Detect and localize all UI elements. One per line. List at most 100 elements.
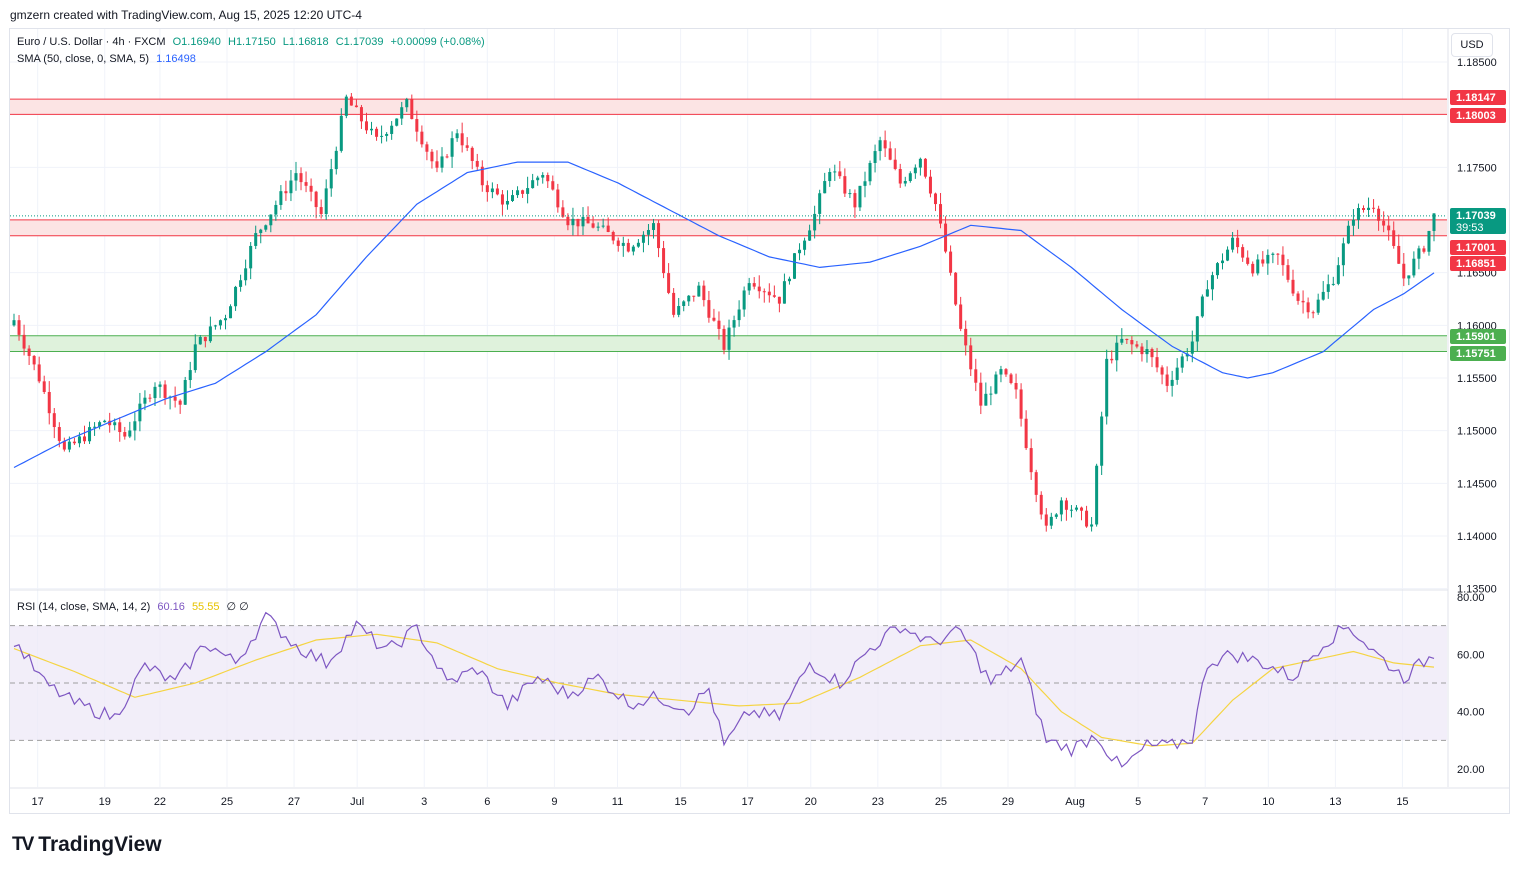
candle — [581, 207, 585, 236]
candle-body — [1266, 254, 1270, 264]
candle — [1034, 469, 1038, 503]
candle-body — [138, 403, 142, 422]
price-tick-label: 1.15000 — [1457, 426, 1497, 438]
candle — [616, 237, 620, 252]
candle-body — [289, 180, 293, 194]
candle-body — [1165, 374, 1169, 386]
candle — [923, 158, 927, 179]
candle-body — [1422, 248, 1426, 252]
candle — [843, 168, 847, 197]
candle — [1039, 491, 1043, 520]
candle-body — [1100, 416, 1104, 466]
candle — [1316, 293, 1320, 315]
candle-body — [561, 207, 565, 217]
candle — [1246, 250, 1250, 266]
price-tick-label: 1.15500 — [1457, 373, 1497, 385]
candle-body — [264, 225, 268, 230]
candle-body — [833, 171, 837, 173]
candle-body — [838, 171, 842, 177]
candle-body — [1377, 208, 1381, 221]
candle-body — [772, 295, 776, 297]
candle-body — [1029, 448, 1033, 473]
candle-body — [430, 151, 434, 162]
candle-body — [475, 160, 479, 167]
candle — [1175, 358, 1179, 385]
price-label-bg — [1450, 108, 1506, 123]
candle-body — [1402, 263, 1406, 279]
price-label-text: 1.17039 — [1456, 210, 1496, 222]
candle — [1105, 349, 1109, 425]
candle — [1054, 513, 1058, 519]
currency-button[interactable]: USD — [1451, 33, 1493, 57]
rsi-label[interactable]: RSI (14, close, SMA, 14, 2) — [17, 601, 151, 613]
rsi-legend: RSI (14, close, SMA, 14, 2) 60.16 55.55 … — [17, 600, 253, 613]
candle — [571, 207, 575, 236]
candle-body — [903, 180, 907, 184]
candle — [1256, 254, 1260, 276]
candle — [732, 315, 736, 337]
tradingview-logo[interactable]: TV TradingView — [12, 833, 162, 857]
candle-body — [480, 166, 484, 186]
candle — [596, 222, 600, 232]
candle-body — [1331, 283, 1335, 285]
rsi-ma-line — [13, 633, 1435, 747]
candle-body — [762, 291, 766, 293]
candle — [425, 141, 429, 161]
price-label-bg — [1450, 256, 1506, 271]
sma-label[interactable]: SMA (50, close, 0, SMA, 5) — [17, 53, 150, 65]
candle — [722, 325, 726, 355]
candle — [944, 216, 948, 254]
price-label-support: 1.15901 — [1450, 329, 1506, 344]
candle — [969, 337, 973, 376]
candle — [646, 223, 650, 246]
candle — [1331, 276, 1335, 286]
price-tick-label: 1.13500 — [1457, 584, 1497, 596]
candle-body — [1361, 208, 1366, 210]
candle — [203, 336, 207, 348]
price-label-text: 1.15751 — [1456, 348, 1496, 360]
candle — [1200, 294, 1204, 318]
candle — [1155, 347, 1159, 373]
candle — [37, 356, 41, 384]
candle — [757, 275, 761, 299]
candle-body — [959, 304, 963, 329]
candle — [1009, 372, 1013, 385]
candle — [964, 320, 968, 356]
candle-body — [908, 173, 912, 181]
candle-body — [82, 436, 87, 442]
candle — [193, 334, 197, 373]
candle — [1286, 259, 1290, 283]
candle — [17, 315, 21, 341]
candle — [445, 153, 449, 159]
candle — [782, 273, 786, 304]
candle — [198, 335, 202, 345]
candle-body — [722, 328, 726, 350]
time-tick-label: 3 — [421, 796, 427, 808]
candle-body — [309, 185, 313, 192]
candle — [516, 186, 520, 198]
candle-body — [113, 422, 117, 426]
candle-body — [450, 138, 454, 157]
candle — [576, 218, 580, 237]
candle-body — [364, 121, 368, 131]
candle-body — [304, 182, 308, 186]
candle-body — [395, 118, 399, 126]
time-tick-label: Jul — [350, 796, 364, 808]
candle — [269, 214, 273, 233]
candle — [979, 372, 983, 415]
symbol-label[interactable]: Euro / U.S. Dollar · 4h · FXCM — [17, 36, 166, 48]
candle — [939, 193, 943, 229]
candle — [1301, 290, 1305, 314]
candle — [752, 277, 756, 290]
candle — [279, 185, 283, 210]
candle — [526, 176, 530, 204]
price-label-bg — [1450, 346, 1506, 361]
candle-body — [490, 188, 494, 193]
candle — [606, 217, 610, 233]
candle-body — [616, 240, 620, 246]
candle-body — [712, 317, 716, 321]
candle — [153, 382, 157, 407]
candle-body — [682, 301, 686, 306]
candle — [928, 169, 932, 198]
